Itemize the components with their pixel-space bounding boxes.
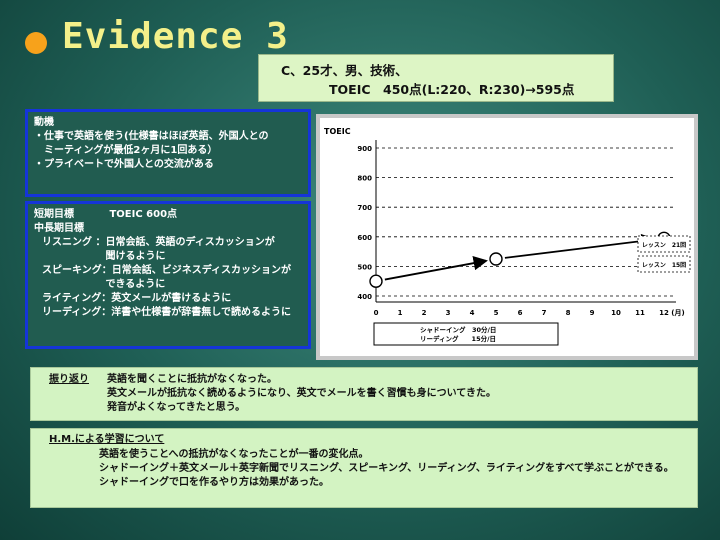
goal-item: リーディング：洋書や仕様書が辞書無しで読めるように — [42, 307, 291, 318]
lesson-callout-label: レッスン 15回 — [642, 261, 686, 269]
short-goal-row: 短期目標 TOEIC 600点 — [34, 208, 302, 222]
motive-line: ミーティングが最低2ヶ月に1回ある） — [34, 145, 218, 156]
goal-item: スピーキング：日常会話、ビジネスディスカッションが — [42, 265, 291, 276]
slide-title: Evidence 3 — [62, 16, 289, 57]
hm-label: H.M.による学習について — [49, 434, 165, 445]
short-goal-label: 短期目標 — [34, 209, 74, 220]
x-tick-label: 9 — [590, 309, 595, 317]
lesson-callout-box — [637, 255, 691, 273]
x-tick-label: 5 — [494, 309, 499, 317]
reflection-line: 英文メールが抵抗なく読めるようになり、英文でメールを書く習慣も身についてきた。 — [107, 388, 496, 399]
short-goal-value: TOEIC 600点 — [109, 209, 178, 220]
motive-line: ・仕事で英語を使う(仕様書はほぼ英語、外国人との — [34, 131, 269, 142]
hm-line: シャドーイング＋英文メール＋英字新聞でリスニング、スピーキング、リーディング、ラ… — [99, 463, 674, 474]
activity-label: リーディング 15分/日 — [420, 334, 496, 343]
x-tick-label: 3 — [446, 309, 451, 317]
x-tick-label: 2 — [422, 309, 427, 317]
series-arrow — [504, 233, 656, 259]
activity-label: シャドーイング 30分/日 — [420, 325, 496, 334]
x-tick-label: 4 — [470, 309, 475, 317]
series-arrow — [384, 256, 488, 281]
hm-line: 英語を使うことへの抵抗がなくなったことが一番の変化点。 — [99, 449, 369, 460]
x-tick-label: 1 — [398, 309, 403, 317]
y-tick-label: 400 — [357, 293, 372, 301]
activity-box — [373, 322, 559, 346]
y-tick-label: 700 — [357, 204, 372, 212]
hm-line: シャドーイングで口を作るやり方は効果があった。 — [99, 477, 329, 488]
mid-goal-label: 中長期目標 — [34, 223, 84, 234]
data-point — [369, 274, 383, 288]
x-axis-label: (月) — [671, 309, 684, 317]
x-tick-label: 10 — [611, 309, 621, 317]
reflection-box: 振り返り 英語を聞くことに抵抗がなくなった。 英文メールが抵抗なく読めるようにな… — [30, 367, 698, 421]
y-axis-label: TOEIC — [324, 127, 351, 136]
reflection-line: 英語を聞くことに抵抗がなくなった。 — [107, 374, 277, 385]
x-tick-label: 6 — [518, 309, 523, 317]
profile-line-2: TOEIC 450点(L:220、R:230)→595点 — [329, 82, 575, 97]
motive-heading: 動機 — [34, 117, 54, 128]
motive-box: 動機 ・仕事で英語を使う(仕様書はほぼ英語、外国人との ミーティングが最低2ヶ月… — [25, 109, 311, 197]
x-tick-label: 7 — [542, 309, 547, 317]
motive-line: ・プライベートで外国人との交流がある — [34, 159, 214, 170]
x-tick-label: 11 — [635, 309, 645, 317]
goal-item: できるように — [42, 279, 166, 290]
y-tick-label: 900 — [357, 145, 372, 153]
goal-item: 聞けるように — [42, 251, 166, 262]
x-tick-label: 0 — [374, 309, 379, 317]
y-tick-label: 600 — [357, 234, 372, 242]
profile-box: C、25才、男、技術、 TOEIC 450点(L:220、R:230)→595点 — [258, 54, 614, 102]
hm-box: H.M.による学習について 英語を使うことへの抵抗がなくなったことが一番の変化点… — [30, 428, 698, 508]
lesson-callout-box — [637, 235, 691, 253]
reflection-line: 発音がよくなってきたと思う。 — [107, 402, 246, 413]
y-tick-label: 800 — [357, 175, 372, 183]
reflection-label: 振り返り — [49, 374, 89, 385]
goal-item: リスニング ：日常会話、英語のディスカッションが — [42, 237, 275, 248]
x-tick-label: 12 — [659, 309, 669, 317]
lesson-callout-label: レッスン 21回 — [642, 241, 686, 249]
chart-frame: TOEIC 400 500 600 700 800 900 0 1 2 3 4 5 6 7 8 9 10 11 12… — [316, 114, 698, 360]
profile-line-1: C、25才、男、技術、 — [281, 63, 408, 78]
y-tick-label: 500 — [357, 263, 372, 271]
goal-item: ライティング：英文メールが書けるように — [42, 293, 232, 304]
title-bullet-dot — [25, 32, 47, 54]
x-tick-label: 8 — [566, 309, 571, 317]
data-point — [489, 252, 503, 266]
goals-box: 短期目標 TOEIC 600点 中長期目標 リスニング ：日常会話、英語のディス… — [25, 201, 311, 349]
